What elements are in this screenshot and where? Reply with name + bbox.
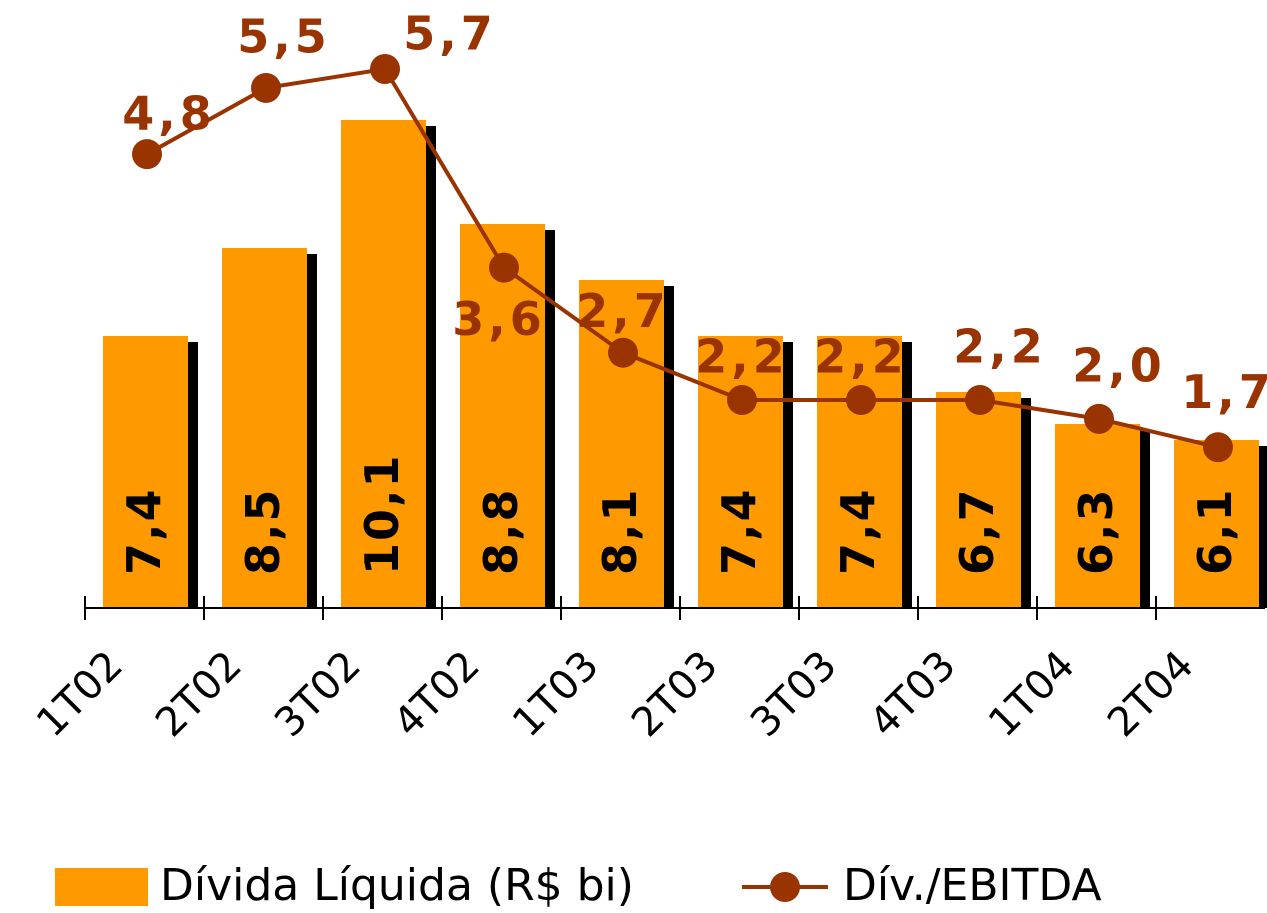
bar-value-label: 7,4 [712,488,766,576]
line-value-label: 2,2 [953,319,1047,373]
legend-swatch [55,868,148,906]
line-point [608,337,638,368]
line-value-label: 4,8 [122,87,216,141]
bar-value-label: 7,4 [117,488,171,576]
x-tick-label: 4T03 [861,642,965,746]
bar [222,248,307,608]
line-point [1203,432,1233,463]
legend-label: Dív./EBITDA [843,860,1102,911]
line-point [132,139,162,170]
bar [817,336,902,608]
bar-value-label: 8,1 [593,488,647,576]
line-point [251,72,281,103]
bar [936,392,1021,608]
bar-value-label: 6,7 [950,488,1004,576]
bar [1055,424,1140,608]
x-tick-label: 2T03 [623,642,727,746]
line-point [489,252,519,283]
line-value-label: 2,0 [1072,338,1166,392]
line-value-label: 1,7 [1181,365,1267,419]
bar-value-label: 7,4 [831,488,885,576]
bar [698,336,783,608]
line-point [1084,403,1114,434]
x-tick-label: 4T02 [385,642,489,746]
line-point [727,384,757,415]
line [146,66,1219,450]
x-tick-label: 1T02 [28,642,132,746]
bar [579,280,664,608]
legend-label: Dívida Líquida (R$ bi) [160,860,634,911]
line-point [846,384,876,415]
bar-value-label: 8,8 [474,488,528,576]
bar [1174,440,1259,608]
line-value-label: 2,2 [814,329,908,383]
line-value-label: 2,7 [576,284,670,338]
line-point [965,384,995,415]
line-value-label: 5,5 [237,9,331,63]
x-tick-label: 1T04 [980,642,1084,746]
x-tick-label: 3T02 [266,642,370,746]
x-tick-label: 3T03 [742,642,846,746]
x-tick-label: 1T03 [504,642,608,746]
legend-dot [770,872,800,902]
line-point [370,54,400,85]
bar [341,120,426,608]
bar-value-label: 6,3 [1069,488,1123,576]
bar [103,336,188,608]
line-value-label: 5,7 [403,7,497,61]
bar-value-label: 10,1 [355,454,409,576]
x-tick-label: 2T02 [147,642,251,746]
bar-value-label: 8,5 [236,488,290,576]
x-tick-label: 2T04 [1099,642,1203,746]
line-value-label: 3,6 [452,292,546,346]
line-value-label: 2,2 [695,329,789,383]
bar-value-label: 6,1 [1188,488,1242,576]
